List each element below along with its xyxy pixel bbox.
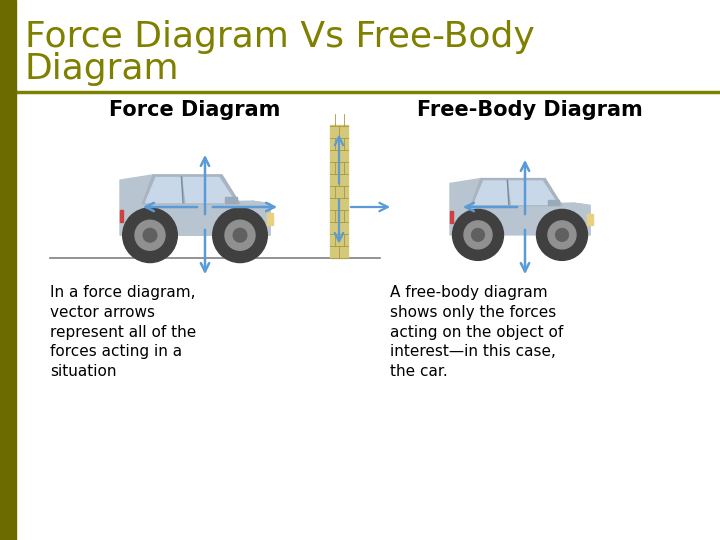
- Circle shape: [122, 208, 177, 262]
- Circle shape: [225, 220, 255, 250]
- Circle shape: [556, 228, 568, 241]
- Polygon shape: [183, 178, 235, 202]
- Circle shape: [536, 210, 588, 260]
- Circle shape: [135, 220, 165, 250]
- Circle shape: [464, 221, 492, 249]
- Text: A free-body diagram
shows only the forces
acting on the object of
interest—in th: A free-body diagram shows only the force…: [390, 285, 563, 379]
- Polygon shape: [120, 210, 123, 222]
- Text: Free-Body Diagram: Free-Body Diagram: [417, 100, 643, 120]
- Polygon shape: [225, 198, 237, 202]
- Polygon shape: [471, 179, 562, 206]
- Polygon shape: [573, 203, 590, 235]
- Polygon shape: [267, 213, 273, 225]
- Circle shape: [548, 221, 576, 249]
- Circle shape: [452, 210, 503, 260]
- Polygon shape: [145, 178, 183, 202]
- Bar: [0, 0, 16, 540]
- Circle shape: [143, 228, 157, 242]
- Polygon shape: [252, 201, 270, 235]
- Polygon shape: [143, 175, 240, 204]
- Polygon shape: [450, 203, 590, 235]
- Polygon shape: [509, 181, 558, 205]
- Polygon shape: [450, 211, 453, 222]
- Polygon shape: [474, 181, 509, 205]
- Circle shape: [212, 208, 267, 262]
- Polygon shape: [588, 214, 593, 225]
- Polygon shape: [450, 179, 481, 206]
- Polygon shape: [120, 201, 270, 235]
- Bar: [330, 125, 348, 258]
- Polygon shape: [548, 200, 559, 205]
- Text: Force Diagram: Force Diagram: [109, 100, 281, 120]
- Circle shape: [233, 228, 247, 242]
- Text: In a force diagram,
vector arrows
represent all of the
forces acting in a
situat: In a force diagram, vector arrows repres…: [50, 285, 197, 379]
- Polygon shape: [120, 175, 153, 204]
- Text: Diagram: Diagram: [25, 52, 179, 86]
- Circle shape: [472, 228, 485, 241]
- Text: Force Diagram Vs Free-Body: Force Diagram Vs Free-Body: [25, 20, 535, 54]
